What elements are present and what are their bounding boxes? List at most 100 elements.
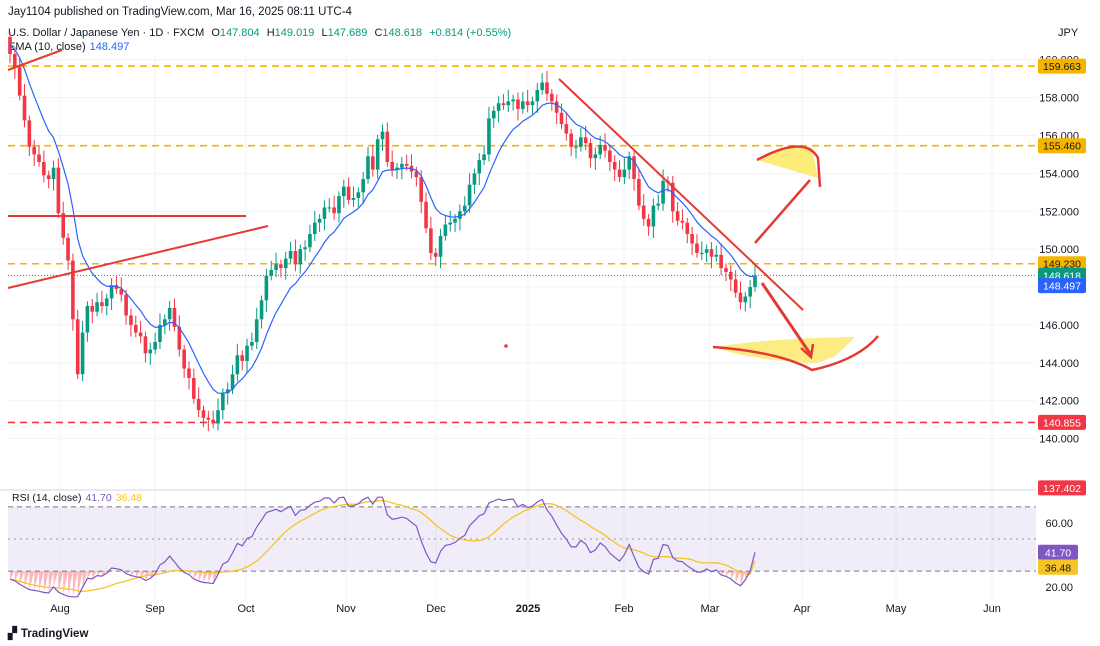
candle-body	[467, 184, 472, 206]
candle-body	[303, 247, 307, 250]
candle-body	[351, 198, 356, 200]
down-arrow-line[interactable]	[760, 282, 813, 356]
time-tick-label: Oct	[237, 603, 254, 615]
high-label: H	[266, 27, 275, 39]
candle-body	[371, 156, 375, 170]
trendline-top-left[interactable]	[7, 49, 63, 71]
candle-body	[216, 410, 220, 424]
candle-body	[90, 306, 95, 312]
price-tick-label: 158.000	[1039, 93, 1079, 105]
descending-trendline[interactable]	[558, 78, 804, 311]
candle-body	[695, 243, 699, 253]
candle-body	[443, 224, 448, 236]
candle-body	[37, 154, 41, 162]
candle-body	[230, 374, 235, 390]
red-dot	[504, 344, 508, 348]
candle-body	[308, 234, 312, 248]
candle-body	[66, 237, 70, 261]
candle-body	[22, 95, 27, 121]
candle-body	[192, 378, 196, 399]
candle-body	[312, 222, 317, 234]
candle-body	[472, 173, 477, 185]
candle-body	[424, 201, 428, 229]
candle-body	[525, 101, 530, 106]
price-tick-label: 154.000	[1039, 168, 1079, 180]
candle-body	[550, 93, 554, 102]
candle-body	[540, 82, 544, 90]
price-axis[interactable]: 140.000142.000144.000146.000148.000150.0…	[1038, 55, 1086, 496]
candle-body	[453, 218, 457, 223]
candle-body	[225, 389, 230, 394]
candle-body	[337, 196, 341, 214]
candle-body	[491, 110, 496, 119]
candle-body	[598, 144, 602, 155]
candle-body	[395, 167, 399, 170]
candle-body	[719, 254, 723, 269]
ema-label: EMA (10, close)	[8, 41, 86, 53]
candle-body	[8, 36, 12, 54]
resistance-target-curve[interactable]	[756, 145, 822, 188]
rsi-legend[interactable]: RSI (14, close) 41.70 36.48	[12, 492, 142, 504]
candle-body	[56, 167, 61, 214]
time-tick-label: Dec	[426, 603, 446, 615]
candle-body	[690, 234, 694, 244]
candle-body	[245, 345, 249, 361]
candle-body	[100, 302, 104, 306]
candle-body	[148, 349, 153, 354]
level-badge-label: 155.460	[1043, 141, 1081, 153]
candle-body	[506, 101, 511, 106]
rising-trendline[interactable]	[7, 225, 269, 289]
level-badge-label: 140.855	[1043, 417, 1081, 429]
candle-body	[733, 279, 738, 293]
time-axis[interactable]: Aug Sep Oct Nov Dec 2025 Feb Mar Apr May Jun	[50, 603, 1001, 615]
candle-body	[163, 319, 167, 325]
candle-body	[124, 294, 128, 316]
candle-body	[75, 319, 80, 375]
candle-body	[458, 211, 462, 219]
candle-body	[153, 342, 157, 350]
candle-body	[390, 162, 394, 170]
candle-body	[675, 211, 680, 221]
candle-body	[564, 124, 569, 134]
candle-body	[729, 271, 733, 280]
price-tick-label: 152.000	[1039, 206, 1079, 218]
candle-body	[637, 179, 641, 206]
candle-body	[646, 218, 651, 227]
time-tick-label: Jun	[983, 603, 1001, 615]
candle-body	[632, 156, 636, 180]
candle-body	[651, 205, 656, 227]
tradingview-logo[interactable]: ▞ TradingView	[8, 626, 88, 640]
up-arrow-line[interactable]	[754, 179, 811, 244]
support-target-curve[interactable]	[712, 335, 879, 372]
publish-info: Jay1104 published on TradingView.com, Ma…	[8, 6, 352, 18]
horizontal-levels	[8, 65, 1036, 424]
ema-badge-label: 148.497	[1043, 281, 1081, 293]
candle-body	[569, 133, 573, 147]
candle-body	[27, 120, 32, 147]
candle-body	[317, 218, 322, 223]
rsi-badge-label: 41.70	[1045, 547, 1071, 559]
candle-body	[366, 156, 370, 180]
rsi-oversold-fill	[10, 571, 751, 597]
close-label: C	[374, 27, 383, 39]
candle-body	[545, 82, 549, 94]
candle-body	[250, 342, 254, 346]
rsi-label: RSI (14, close)	[12, 492, 82, 504]
candle-body	[699, 252, 704, 254]
ema-line	[9, 45, 756, 394]
candle-body	[685, 222, 690, 234]
currency-label: JPY	[1058, 27, 1079, 39]
ema-legend[interactable]: EMA (10, close) 148.497	[8, 41, 129, 53]
candle-body	[279, 264, 283, 269]
time-tick-label: 2025	[516, 603, 540, 615]
candle-body	[80, 332, 85, 375]
candle-body	[356, 192, 361, 198]
candle-body	[380, 131, 385, 140]
candle-body	[487, 118, 491, 155]
close-value: 148.618	[382, 27, 423, 39]
candle-body	[172, 307, 177, 327]
candle-body	[51, 167, 56, 180]
candle-body	[641, 205, 646, 219]
